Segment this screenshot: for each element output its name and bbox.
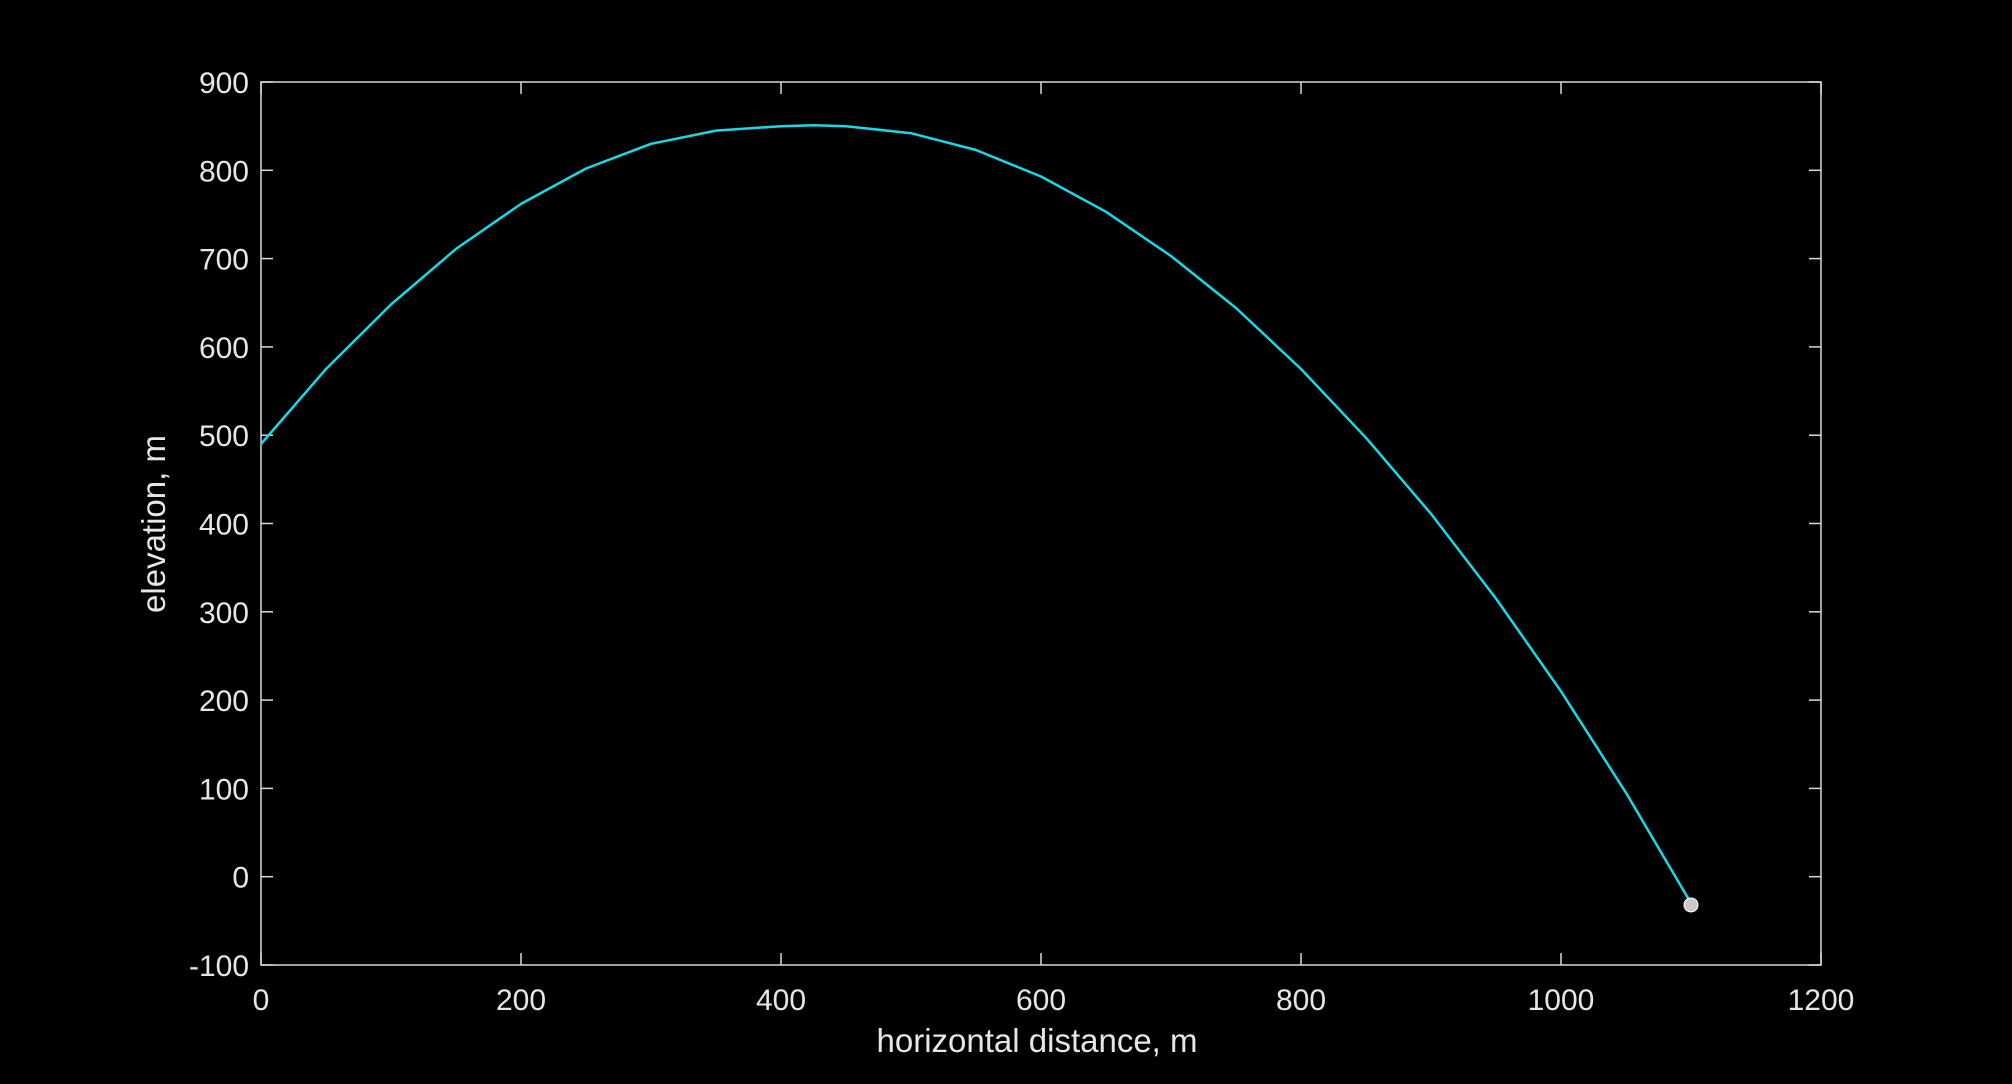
y-tick-label: 700 (199, 244, 249, 277)
y-axis-label: elevation, m (135, 435, 172, 613)
y-tick-label: 100 (199, 773, 249, 806)
x-tick-label: 1200 (1788, 984, 1855, 1017)
x-tick-label: 200 (496, 984, 546, 1017)
y-tick-label: 0 (232, 862, 249, 895)
x-tick-label: 0 (253, 984, 270, 1017)
y-tick-label: -100 (189, 950, 249, 983)
y-tick-label: 400 (199, 509, 249, 542)
x-tick-label: 800 (1276, 984, 1326, 1017)
x-tick-label: 600 (1016, 984, 1066, 1017)
x-tick-label: 1000 (1528, 984, 1595, 1017)
y-tick-label: 600 (199, 332, 249, 365)
trajectory-line (260, 124, 1693, 904)
y-tick-label: 800 (199, 155, 249, 188)
y-tick-label: 200 (199, 685, 249, 718)
y-tick-label: 300 (199, 597, 249, 630)
plot-layer: 0 200 400 600 800 1000 1200-100010020030040050… (189, 67, 1854, 1017)
x-tick-label: 400 (756, 984, 806, 1017)
impact-point-marker (1683, 897, 1699, 913)
y-tick-label: 500 (199, 420, 249, 453)
x-axis-label: horizontal distance, m (877, 1022, 1198, 1059)
y-tick-label: 900 (199, 67, 249, 100)
